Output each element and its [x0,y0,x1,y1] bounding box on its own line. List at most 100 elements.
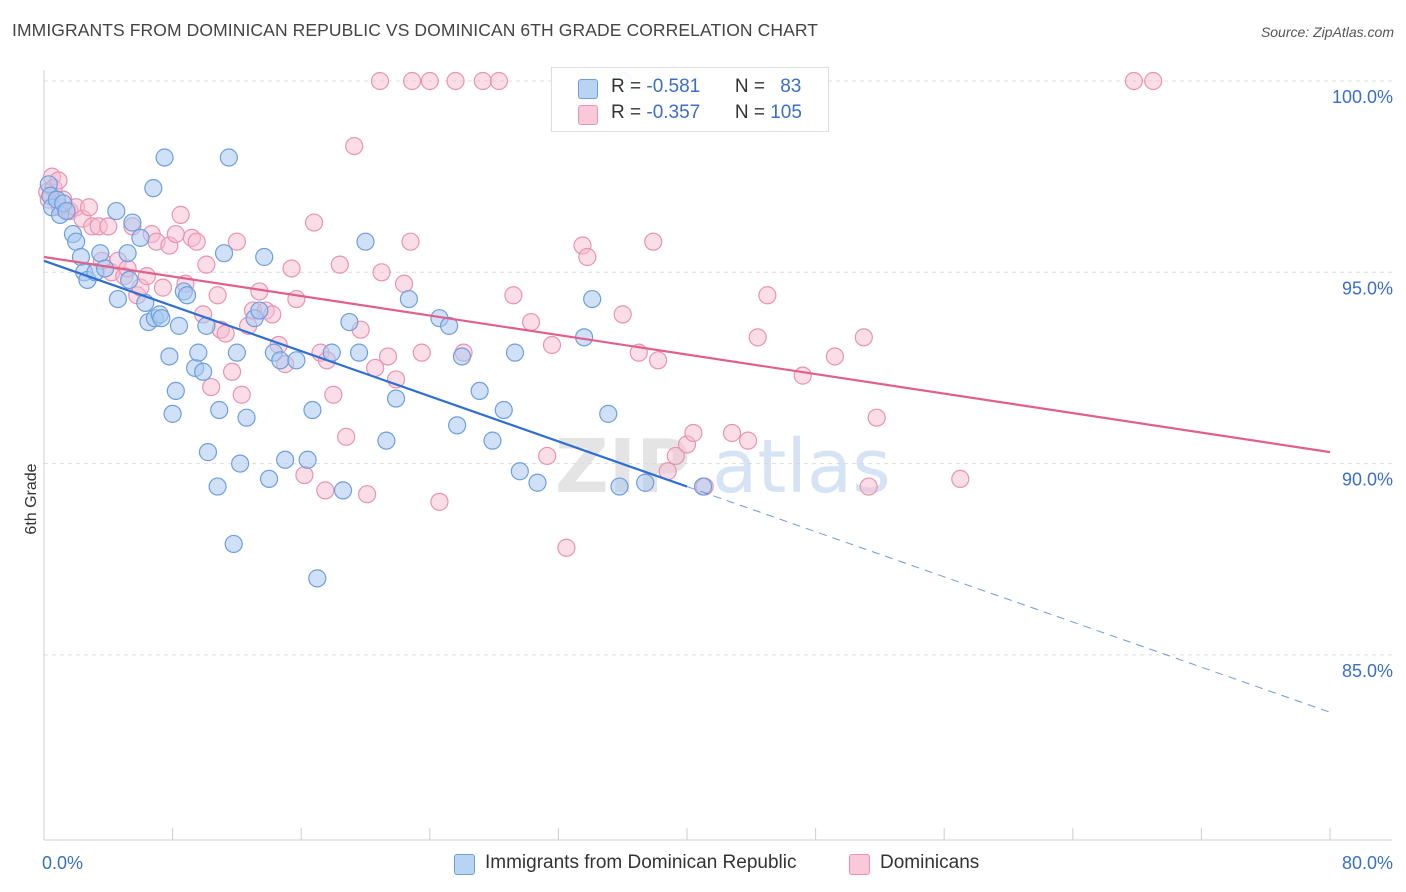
dominicans-point [684,423,703,443]
dominicans-point [867,408,886,427]
immigrants-point [163,404,182,423]
y-tick-label: 100.0% [1332,87,1393,107]
dominicans-point [197,255,216,274]
immigrants-point [386,389,406,408]
dominicans-point [99,217,118,236]
dominicans-point [378,347,398,366]
dominicans-point [304,213,324,232]
legend-n-value: 105 [770,102,802,123]
dominicans-point [403,71,422,91]
legend-r-value: -0.581 [646,76,701,97]
bottom-legend-swatch-pink [849,854,870,875]
immigrants-point [693,477,713,496]
dominicans-point [370,71,390,91]
legend-r-label: R = [611,76,647,97]
dominicans-point [208,286,227,305]
immigrants-point [67,232,86,251]
immigrants-point [298,450,317,469]
immigrants-point [470,381,489,401]
immigrants-point [131,228,150,247]
dominicans-point [187,232,206,251]
immigrants-point [610,477,629,496]
y-tick-label: 95.0% [1342,278,1393,298]
immigrants-point [308,569,327,588]
trend-lines [43,255,1331,713]
legend-n-label: N = [734,76,771,97]
immigrants-point [255,247,274,267]
immigrants-point [349,343,369,362]
immigrants-point [194,362,213,381]
dominicans-point [854,328,873,347]
dominicans-point [337,427,356,446]
dominicans-point [578,247,597,267]
dominicans-point [446,71,465,91]
dominicans-point [521,312,541,332]
dominicans-point [79,198,99,217]
dominicans-point [666,446,685,466]
legend-swatch-blue [578,79,598,99]
immigrants-point [237,408,256,427]
dominicans-point [420,71,439,91]
immigrants-points [39,71,713,588]
bottom-legend-swatch-blue [454,854,475,875]
dominicans-point [758,286,777,305]
dominicans-point [859,477,878,496]
immigrants-point [95,259,115,278]
dominicans-point [951,469,970,489]
immigrants-point [448,416,467,435]
dominicans-point [330,255,349,274]
immigrants-point [271,351,290,370]
dominicans-trend-line [43,255,1331,454]
immigrants-point [227,343,246,362]
watermark: ZIP atlas [555,424,891,510]
dominicans-point [372,263,391,282]
immigrants-point [287,351,306,370]
immigrants-point [57,201,76,221]
immigrants-point [452,347,472,366]
dominicans-point [825,347,844,366]
immigrants-point [91,244,110,263]
immigrants-point [636,473,655,492]
dominicans-point [793,366,812,385]
legend-n-value: 83 [780,76,802,97]
immigrants-point [224,534,243,554]
immigrants-point [166,381,185,401]
immigrants-point [505,343,525,362]
dominicans-point [722,423,742,443]
dominicans-point [557,538,576,557]
x-tick-label: 0.0% [42,853,83,873]
dominicans-point [394,274,414,293]
immigrants-point [155,148,174,167]
dominicans-point [644,232,663,251]
dominicans-point [748,328,767,347]
immigrants-point [340,312,359,332]
immigrants-point [599,404,618,423]
dominicans-point [738,431,758,450]
immigrants-point [144,179,163,198]
axes [43,70,1392,841]
immigrants-point [160,347,179,366]
immigrants-point [177,286,197,305]
dominicans-point [648,351,668,370]
correlation-legend: R = -0.581 N = 83 R = -0.357 N = 105 [551,67,829,132]
bottom-legend-label-dominicans: Dominicans [880,852,980,873]
legend-r-value: -0.357 [646,102,701,123]
immigrants-point [528,473,547,492]
dominicans-point [1144,71,1163,91]
dominicans-point [358,485,377,504]
immigrants-trend-extrapolation [686,486,1331,713]
dominicans-point [227,232,246,251]
immigrants-point [189,343,208,362]
chart-source: Source: ZipAtlas.com [1260,24,1394,40]
tick-labels: 85.0% 90.0% 95.0% 100.0% 0.0% 80.0% [42,87,1393,873]
dominicans-point [538,446,557,466]
dominicans-point [613,305,632,324]
dominicans-point [324,385,343,404]
gridlines [44,80,1392,656]
immigrants-point [219,148,238,167]
dominicans-point [412,343,431,362]
immigrants-point [152,309,171,328]
immigrants-point [377,431,396,450]
immigrants-point [483,431,502,450]
